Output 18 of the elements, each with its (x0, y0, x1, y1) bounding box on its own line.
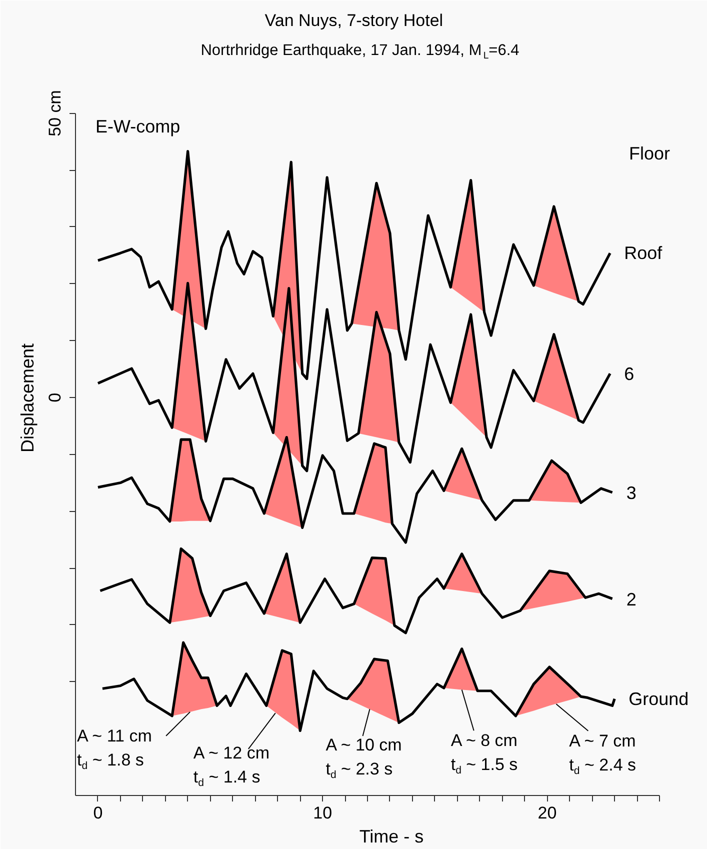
line-series (96, 150, 612, 380)
line-series (96, 436, 614, 544)
series-label: 3 (626, 482, 636, 503)
legend-title: Floor (628, 144, 670, 164)
y-axis-title: Displacement (18, 343, 38, 453)
y-tick-label: 50 cm (46, 90, 64, 136)
x-tick-label: 10 (313, 804, 332, 822)
x-tick-label: 20 (538, 804, 557, 822)
chart-title: Van Nuys, 7-story Hotel (264, 11, 444, 30)
x-axis-title: Time - s (359, 826, 424, 846)
series-label: Roof (624, 243, 664, 264)
line-series (98, 547, 614, 634)
annotation: E-W-comp (96, 116, 180, 136)
series-label: 2 (626, 589, 636, 610)
line-series (96, 282, 612, 472)
x-tick-label: 0 (93, 804, 103, 822)
series-label: Ground (628, 688, 689, 709)
series-label: 6 (624, 364, 634, 384)
